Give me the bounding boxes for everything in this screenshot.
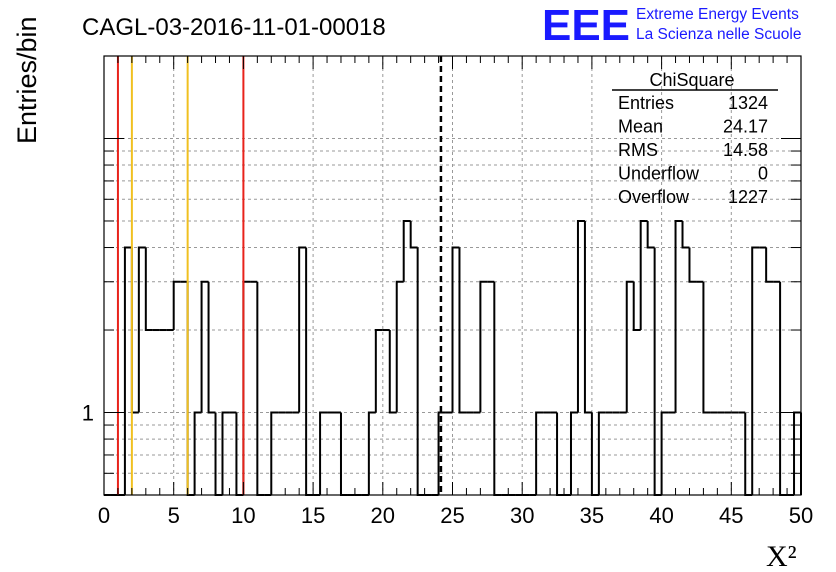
histogram-bin	[674, 219, 683, 413]
histogram-bin	[437, 411, 446, 495]
stats-title: ChiSquare	[649, 70, 734, 90]
x-tick-label: 40	[649, 503, 673, 528]
histogram-bin	[221, 411, 230, 495]
histogram-bin	[569, 411, 578, 495]
histogram-bin	[395, 280, 404, 413]
histogram-bin	[186, 281, 195, 496]
histogram-bin	[479, 280, 488, 413]
histogram-bin	[779, 281, 788, 496]
x-tick-label: 15	[301, 503, 325, 528]
grid	[104, 56, 801, 495]
x-tick-label: 35	[580, 503, 604, 528]
histogram-bin	[298, 246, 307, 413]
histogram-bin	[535, 411, 544, 495]
x-tick-label: 45	[719, 503, 743, 528]
x-tick-label: 20	[371, 503, 395, 528]
histogram-bin	[451, 246, 460, 413]
stats-label: Underflow	[618, 164, 700, 184]
histogram-bin	[137, 246, 146, 413]
x-tick-label: 10	[231, 503, 255, 528]
histogram-bin	[653, 247, 662, 496]
chart-title: CAGL-03-2016-11-01-00018	[82, 14, 386, 41]
histogram-bin	[367, 411, 376, 495]
stats-value: 0	[758, 164, 768, 184]
histogram-bin	[702, 281, 711, 414]
histogram-bin	[374, 329, 383, 413]
histogram-bin	[660, 411, 669, 495]
stats-label: Overflow	[618, 187, 690, 207]
stats-label: RMS	[618, 140, 658, 160]
histogram-bin	[576, 219, 585, 413]
stats-label: Mean	[618, 117, 663, 137]
histogram-bin	[688, 247, 697, 283]
histogram-bin	[305, 247, 314, 496]
x-tick-label: 50	[789, 503, 813, 528]
histogram-bin	[597, 411, 606, 495]
histogram-bin	[388, 330, 397, 414]
stats-label: Entries	[618, 93, 674, 113]
histogram-bin	[639, 219, 648, 331]
histogram-bin	[765, 247, 774, 283]
x-tick-labels: 0 5 10 15 20 25 30 35 40 45 50	[98, 503, 813, 528]
logo-mark: EEE	[542, 1, 630, 50]
histogram-bin	[409, 220, 418, 249]
x-tick-label: 5	[168, 503, 180, 528]
stats-value: 1324	[728, 93, 768, 113]
histogram-bin	[256, 281, 265, 496]
stats-value: 14.58	[723, 140, 768, 160]
histogram-bin	[493, 281, 502, 496]
histogram-bin	[270, 411, 279, 495]
y-tick-labels: 1	[82, 401, 94, 426]
histogram-bin	[172, 280, 181, 331]
x-tick-label: 30	[510, 503, 534, 528]
histogram-bin	[751, 246, 760, 495]
vertical-markers	[116, 56, 443, 495]
x-tick-label: 0	[98, 503, 110, 528]
histogram-bin	[123, 246, 132, 495]
histogram-bin	[583, 220, 592, 414]
histogram-bin	[402, 219, 411, 282]
histogram-bin	[144, 247, 153, 332]
histogram-bin	[458, 247, 467, 414]
histogram-bin	[625, 280, 634, 413]
histogram-bin	[193, 411, 202, 495]
histogram-bin	[681, 220, 690, 249]
y-tick-label: 1	[82, 401, 94, 426]
histogram-bin	[242, 280, 251, 495]
histogram-bin	[632, 281, 641, 332]
histogram-bin	[200, 280, 209, 413]
histogram-bin	[416, 247, 425, 496]
x-axis-label: X²	[766, 540, 797, 572]
histogram-bin	[319, 411, 328, 495]
stats-value: 24.17	[723, 117, 768, 137]
logo-line-1: Extreme Energy Events	[636, 6, 799, 23]
stats-value: 1227	[728, 187, 768, 207]
axis-ticks	[103, 56, 802, 495]
eee-logo: EEE Extreme Energy Events La Scienza nel…	[542, 1, 801, 50]
histogram-bin	[207, 281, 216, 414]
logo-line-2: La Scienza nelle Scuole	[636, 26, 801, 43]
histogram-bin	[646, 220, 655, 249]
stats-box: ChiSquare Entries 1324 Mean 24.17 RMS 14.58 Un…	[612, 70, 778, 207]
x-tick-label: 25	[440, 503, 464, 528]
y-axis-label: Entries/bin	[12, 16, 42, 144]
